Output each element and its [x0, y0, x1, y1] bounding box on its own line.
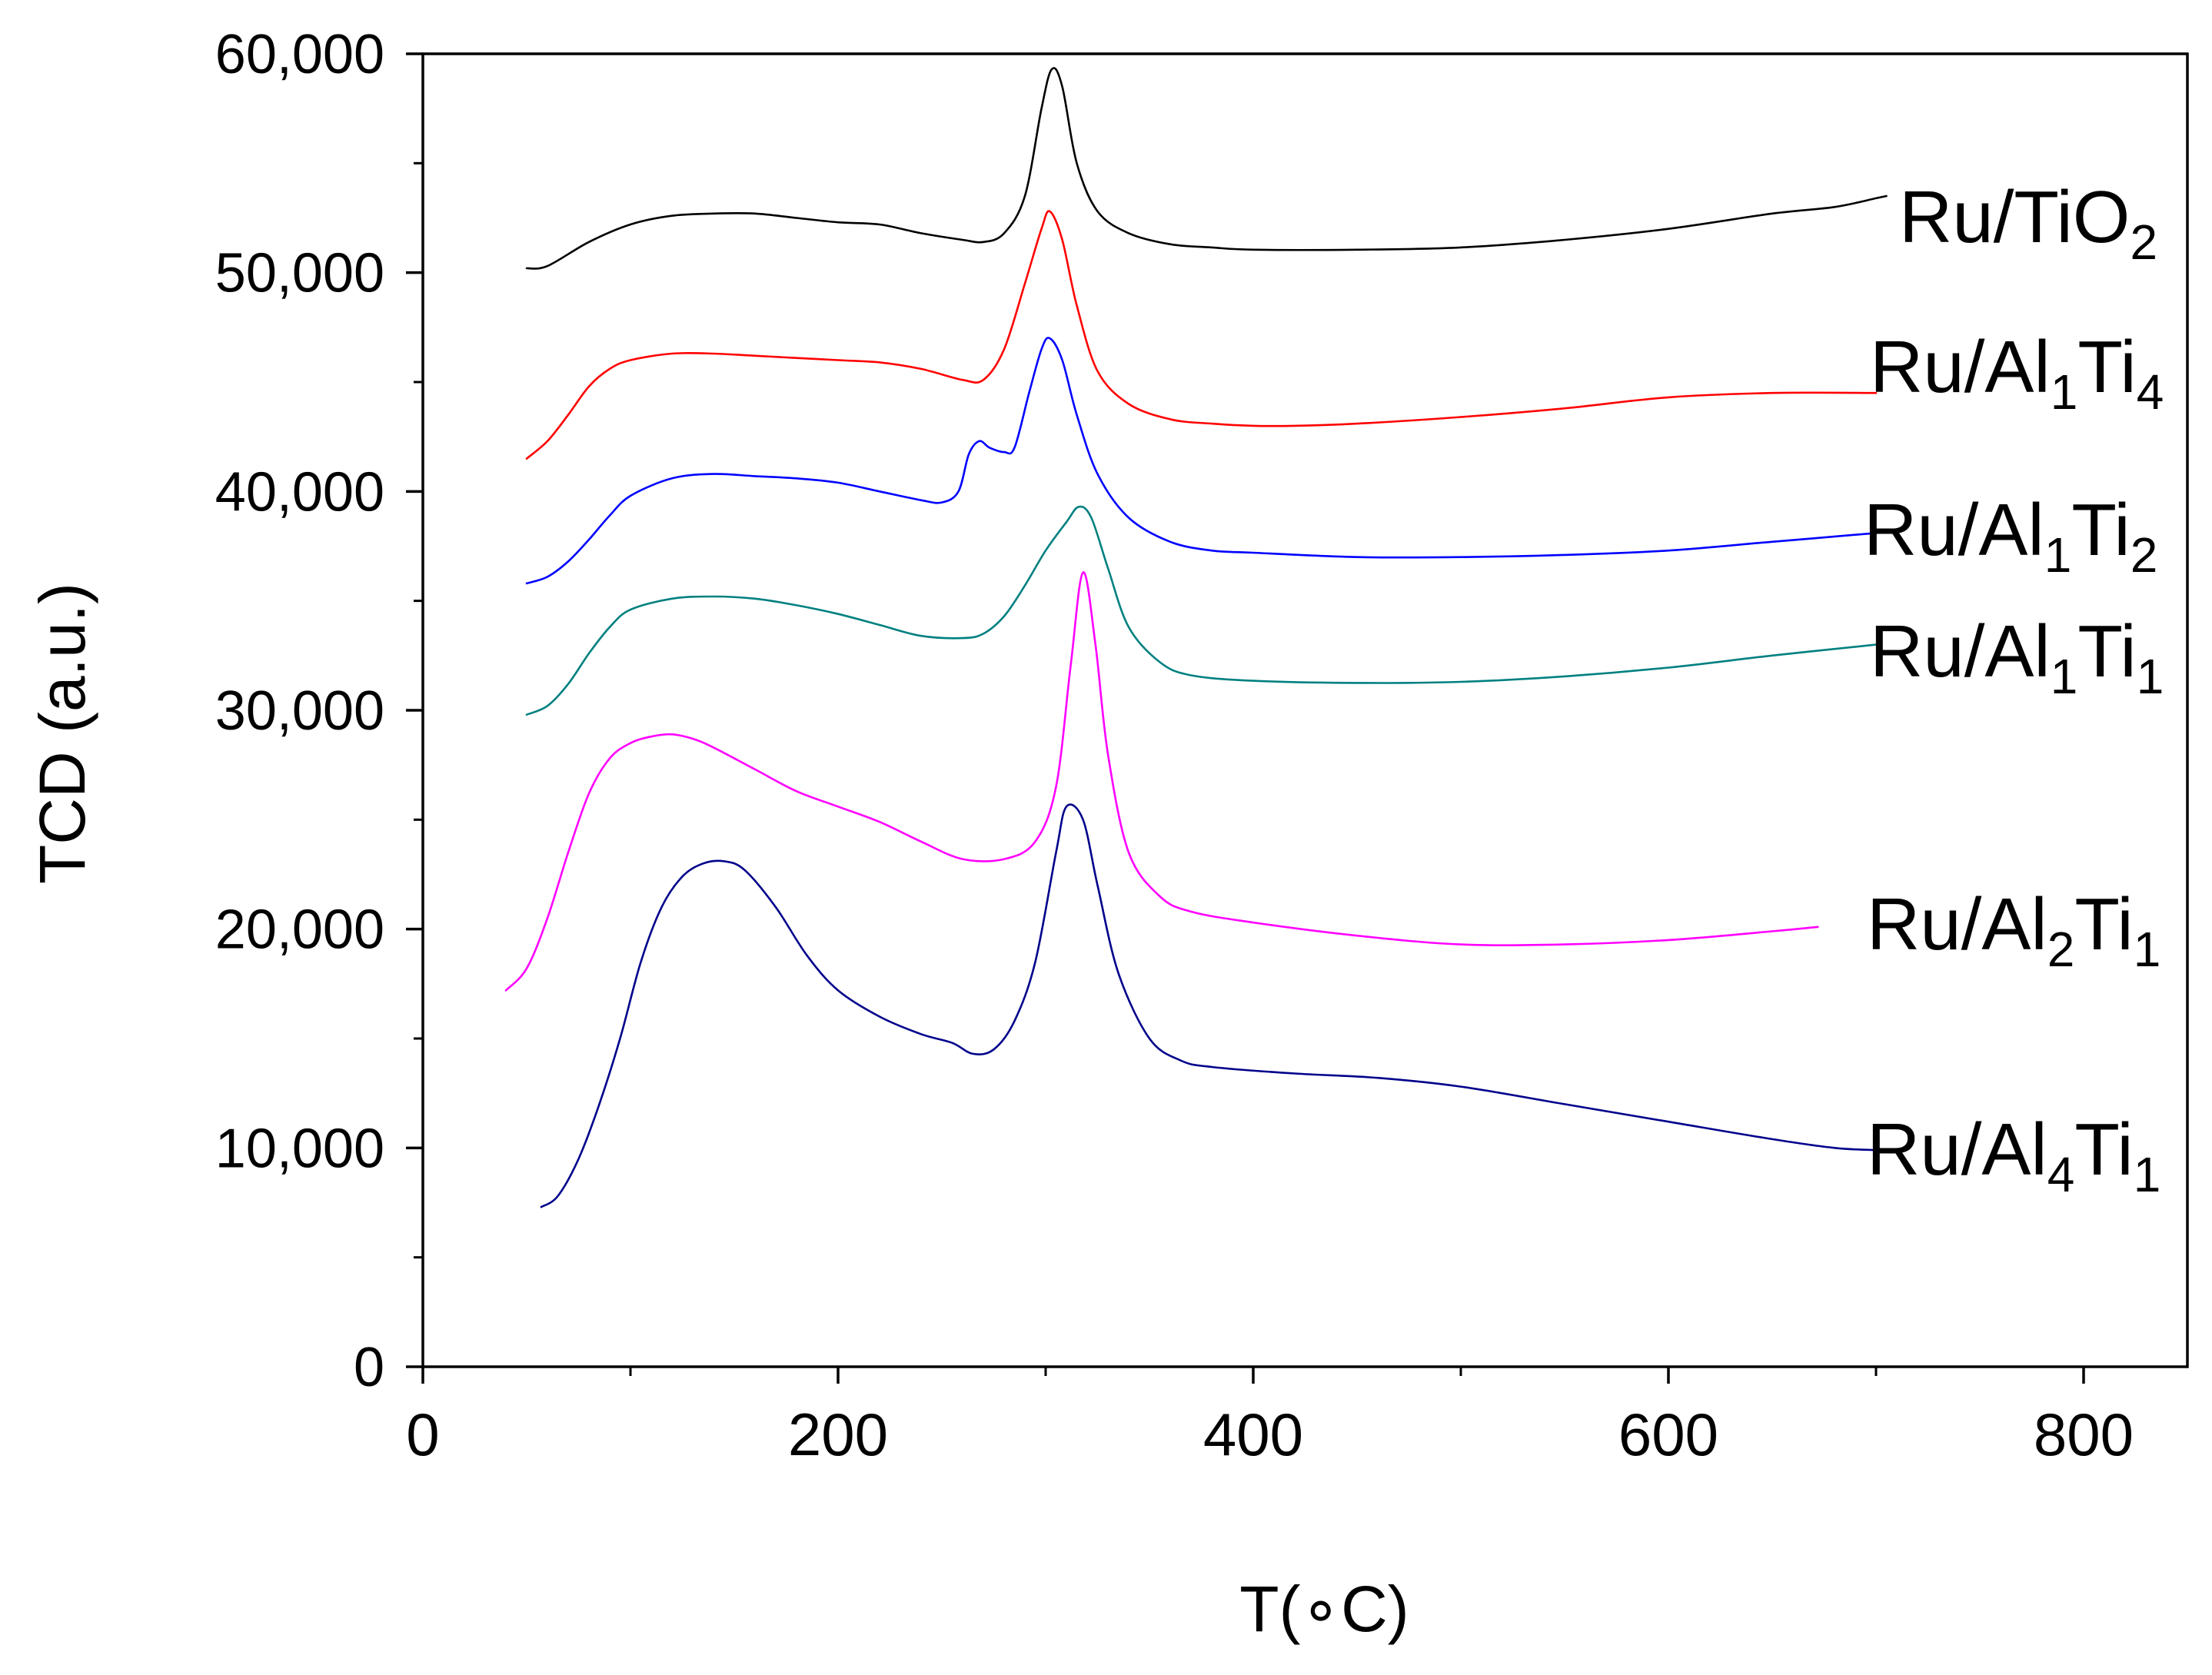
series-label-ru-al4ti1: Ru/Al4Ti1 [1867, 1108, 2160, 1202]
series-line-ru-al1ti1 [525, 505, 1878, 716]
y-tick-label: 50,000 [215, 243, 384, 304]
series-labels: Ru/TiO2 Ru/Al1Ti4 Ru/Al1Ti2 Ru/Al1Ti1 Ru/Al2… [1864, 176, 2164, 1202]
y-tick-label: 20,000 [215, 899, 384, 961]
y-tick-label: 10,000 [215, 1118, 384, 1179]
series-line-ru-al1ti4 [525, 210, 1878, 460]
series-label-ru-tio2: Ru/TiO2 [1899, 176, 2157, 270]
y-tick-label: 40,000 [215, 461, 384, 523]
x-tick-label: 400 [1203, 1401, 1303, 1468]
series-label-ru-al1ti4: Ru/Al1Ti4 [1870, 326, 2164, 420]
x-tick-label: 800 [2034, 1401, 2134, 1468]
y-tick-label: 30,000 [215, 680, 384, 742]
series-line-ru-al1ti2 [525, 337, 1889, 585]
x-tick-label: 600 [1618, 1401, 1718, 1468]
y-tick-label: 60,000 [215, 24, 384, 85]
series-line-ru-tio2 [525, 67, 1888, 270]
x-tick-label: 0 [406, 1401, 439, 1468]
series-label-ru-al2ti1: Ru/Al2Ti1 [1867, 883, 2160, 977]
series-label-ru-al1ti2: Ru/Al1Ti2 [1864, 489, 2157, 583]
x-tick-label: 200 [788, 1401, 888, 1468]
x-axis-title: T(∘C) [1239, 1573, 1409, 1645]
series-line-ru-al4ti1 [540, 803, 1878, 1208]
series-label-ru-al1ti1: Ru/Al1Ti1 [1870, 610, 2164, 704]
series-line-ru-al2ti1 [504, 571, 1819, 992]
y-axis: 0 10,000 20,000 30,000 40,000 50,000 60,000 [215, 24, 423, 1398]
y-axis-title: TCD (a.u.) [26, 583, 98, 884]
series-curves [504, 67, 1889, 1208]
x-axis: 0 200 400 600 800 [406, 1367, 2134, 1468]
y-tick-label: 0 [354, 1337, 384, 1398]
